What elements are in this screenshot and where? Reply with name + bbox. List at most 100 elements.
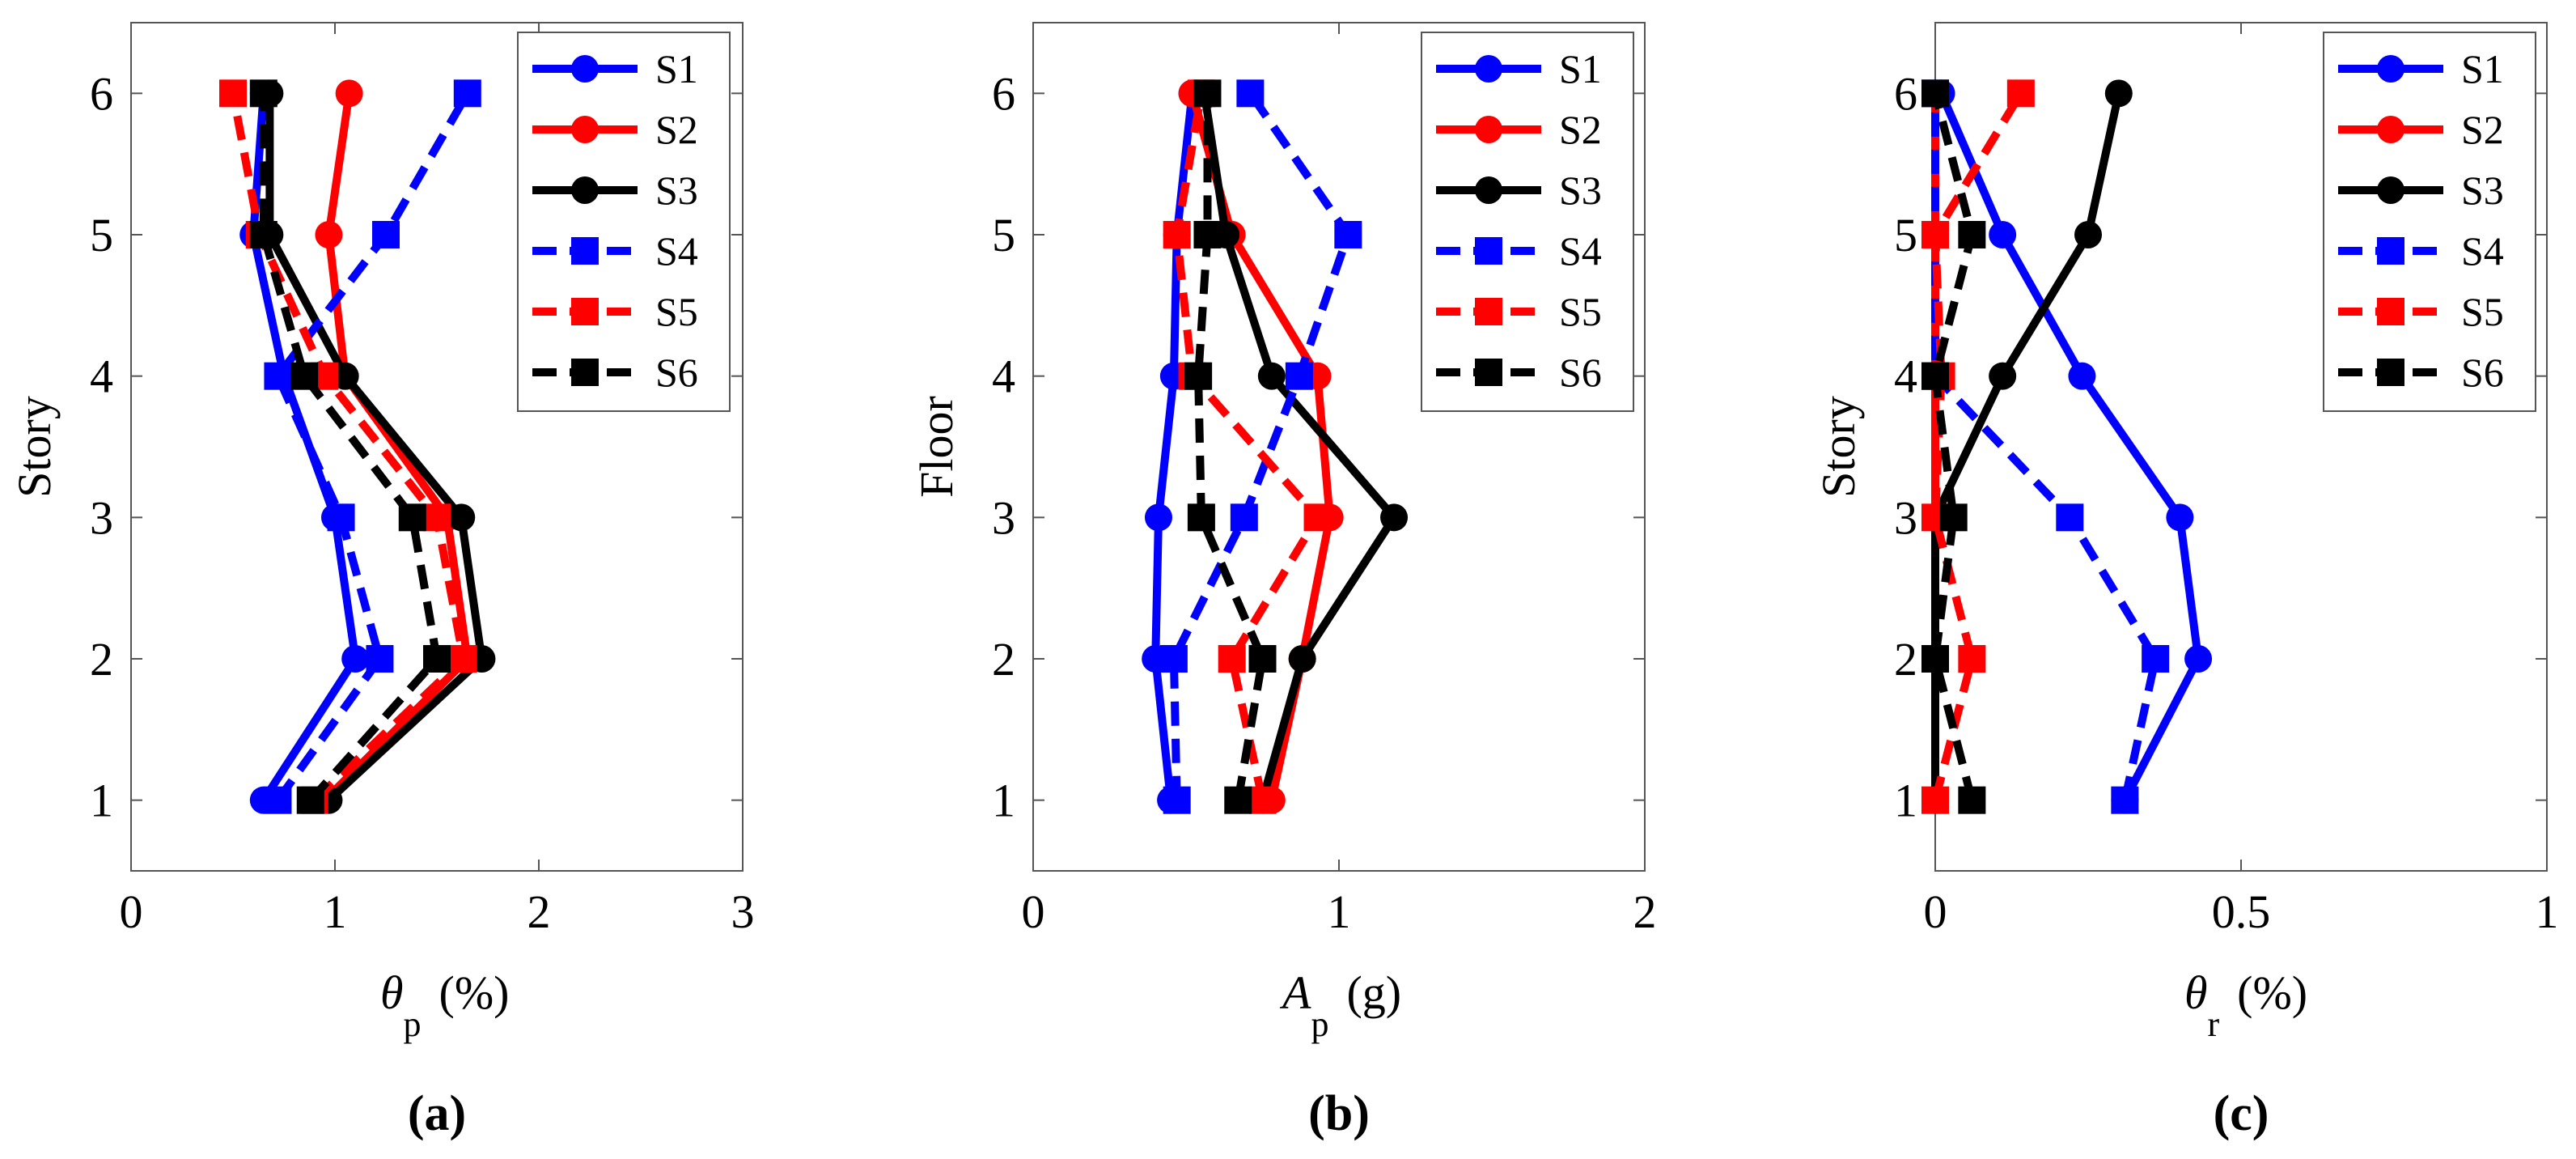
data-point-s4 (2111, 786, 2139, 814)
data-point-s1 (2166, 503, 2194, 532)
x-tick-label: 1 (1328, 885, 1351, 938)
data-point-s6 (1193, 79, 1222, 108)
legend-label-s2: S2 (655, 107, 698, 152)
data-point-s4 (1285, 362, 1313, 390)
series-line-s5 (1172, 92, 1322, 801)
data-point-s6 (1921, 79, 1949, 108)
data-point-s4 (366, 645, 394, 673)
x-tick-label: 1 (2536, 885, 2559, 938)
series-s3 (256, 79, 496, 814)
legend-label-s1: S1 (2461, 46, 2504, 91)
x-axis-subscript: p (1311, 1004, 1328, 1044)
series-s4 (264, 79, 481, 814)
x-tick-label: 1 (324, 885, 347, 938)
legend-box (517, 32, 731, 412)
data-point-s1 (1144, 503, 1172, 532)
data-point-s4 (327, 503, 355, 532)
legend-marker-s1 (1475, 55, 1502, 83)
data-point-s5 (1921, 786, 1949, 814)
legend-label-s2: S2 (2461, 107, 2504, 152)
legend-label-s3: S3 (2461, 168, 2504, 213)
data-point-s5 (2006, 79, 2035, 108)
series-line-s4 (1169, 91, 1353, 800)
data-point-s3 (447, 503, 476, 532)
data-point-s2 (315, 221, 343, 248)
legend: S1 S2 S3 S4 S5 S6 (517, 32, 731, 412)
data-point-s3 (2104, 79, 2133, 108)
series-line-s2 (1188, 91, 1334, 801)
y-axis-label: Story (8, 396, 61, 498)
series-s4 (1159, 79, 1362, 814)
legend-marker-s2 (1475, 116, 1502, 143)
series-line-s1 (1151, 92, 1197, 801)
x-tick-label: 2 (527, 885, 551, 938)
x-axis-label: Ap (g) (1279, 966, 1401, 1044)
data-point-s1 (2068, 362, 2096, 390)
data-point-s4 (453, 79, 481, 108)
legend-label-s3: S3 (655, 168, 698, 213)
legend-marker-s3 (571, 176, 599, 204)
x-axis-label: θr (%) (2184, 966, 2307, 1044)
data-point-s5 (449, 645, 477, 673)
data-point-s6 (1921, 645, 1949, 673)
legend-label-s1: S1 (1559, 46, 1602, 91)
data-point-s5 (1921, 221, 1949, 248)
x-tick-label: 0 (1924, 885, 1947, 938)
series-line-s3 (1931, 92, 2123, 800)
data-point-s6 (1958, 221, 1986, 248)
y-tick-label: 5 (992, 209, 1015, 261)
data-point-s6 (296, 786, 324, 814)
y-tick-label: 5 (1894, 209, 1917, 261)
legend-label-s1: S1 (655, 46, 698, 91)
legend-marker-s3 (1475, 176, 1502, 204)
data-point-s4 (1236, 79, 1265, 108)
y-tick-label: 6 (90, 67, 113, 120)
x-axis-symbol: A (1279, 966, 1311, 1019)
data-point-s5 (423, 503, 451, 532)
data-point-s4 (1163, 786, 1191, 814)
legend-label-s4: S4 (2461, 228, 2504, 274)
panel-caption: (c) (2214, 1086, 2269, 1141)
legend-label-s5: S5 (1559, 289, 1602, 334)
series-line-s6 (1194, 93, 1267, 801)
x-axis-unit: (%) (2237, 966, 2307, 1019)
series-line-s4 (273, 91, 472, 803)
y-tick-label: 6 (992, 67, 1015, 120)
data-point-s6 (1184, 362, 1213, 390)
y-tick-label: 3 (1894, 491, 1917, 544)
x-tick-label: 0 (1022, 885, 1045, 938)
data-point-s6 (1224, 786, 1252, 814)
x-tick-label: 3 (731, 885, 755, 938)
legend-marker-s4 (2377, 237, 2404, 265)
legend-marker-s1 (571, 55, 599, 83)
legend-label-s4: S4 (655, 228, 698, 274)
panel-a: 0 1 2 3 1 2 3 4 5 6 Story θp (%) (a) S1 S2 S3 S4 S5 S6 (8, 22, 755, 1141)
data-point-s5 (1218, 645, 1246, 673)
x-tick-label: 0.5 (2212, 885, 2271, 938)
data-point-s5 (1248, 786, 1277, 814)
legend-box (1421, 32, 1634, 412)
panel-c: 0 0.5 1 1 2 3 4 5 6 Story θr (%) (c) S1 S2 S3 S4 S5 S6 (1812, 22, 2559, 1141)
legend: S1 S2 S3 S4 S5 S6 (2323, 32, 2536, 412)
series-s6 (1921, 79, 1986, 814)
legend-label-s6: S6 (2461, 350, 2504, 395)
y-tick-label: 5 (90, 209, 113, 261)
series-line-s1 (1938, 91, 2203, 803)
data-point-s1 (341, 645, 370, 673)
data-point-s4 (1159, 645, 1188, 673)
legend-marker-s5 (571, 298, 599, 325)
data-point-s3 (1989, 362, 2017, 390)
legend-label-s4: S4 (1559, 228, 1602, 274)
data-point-s4 (2056, 503, 2084, 532)
panel-caption: (b) (1308, 1086, 1370, 1141)
data-point-s4 (1230, 503, 1258, 532)
series-s6 (1184, 79, 1277, 814)
data-point-s3 (1288, 645, 1316, 673)
series-s3 (1921, 79, 2133, 814)
data-point-s4 (264, 362, 292, 390)
x-tick-label: 0 (120, 885, 143, 938)
data-point-s4 (264, 786, 292, 814)
data-point-s6 (290, 362, 319, 390)
legend-label-s5: S5 (2461, 289, 2504, 334)
series-s5 (1163, 79, 1332, 814)
